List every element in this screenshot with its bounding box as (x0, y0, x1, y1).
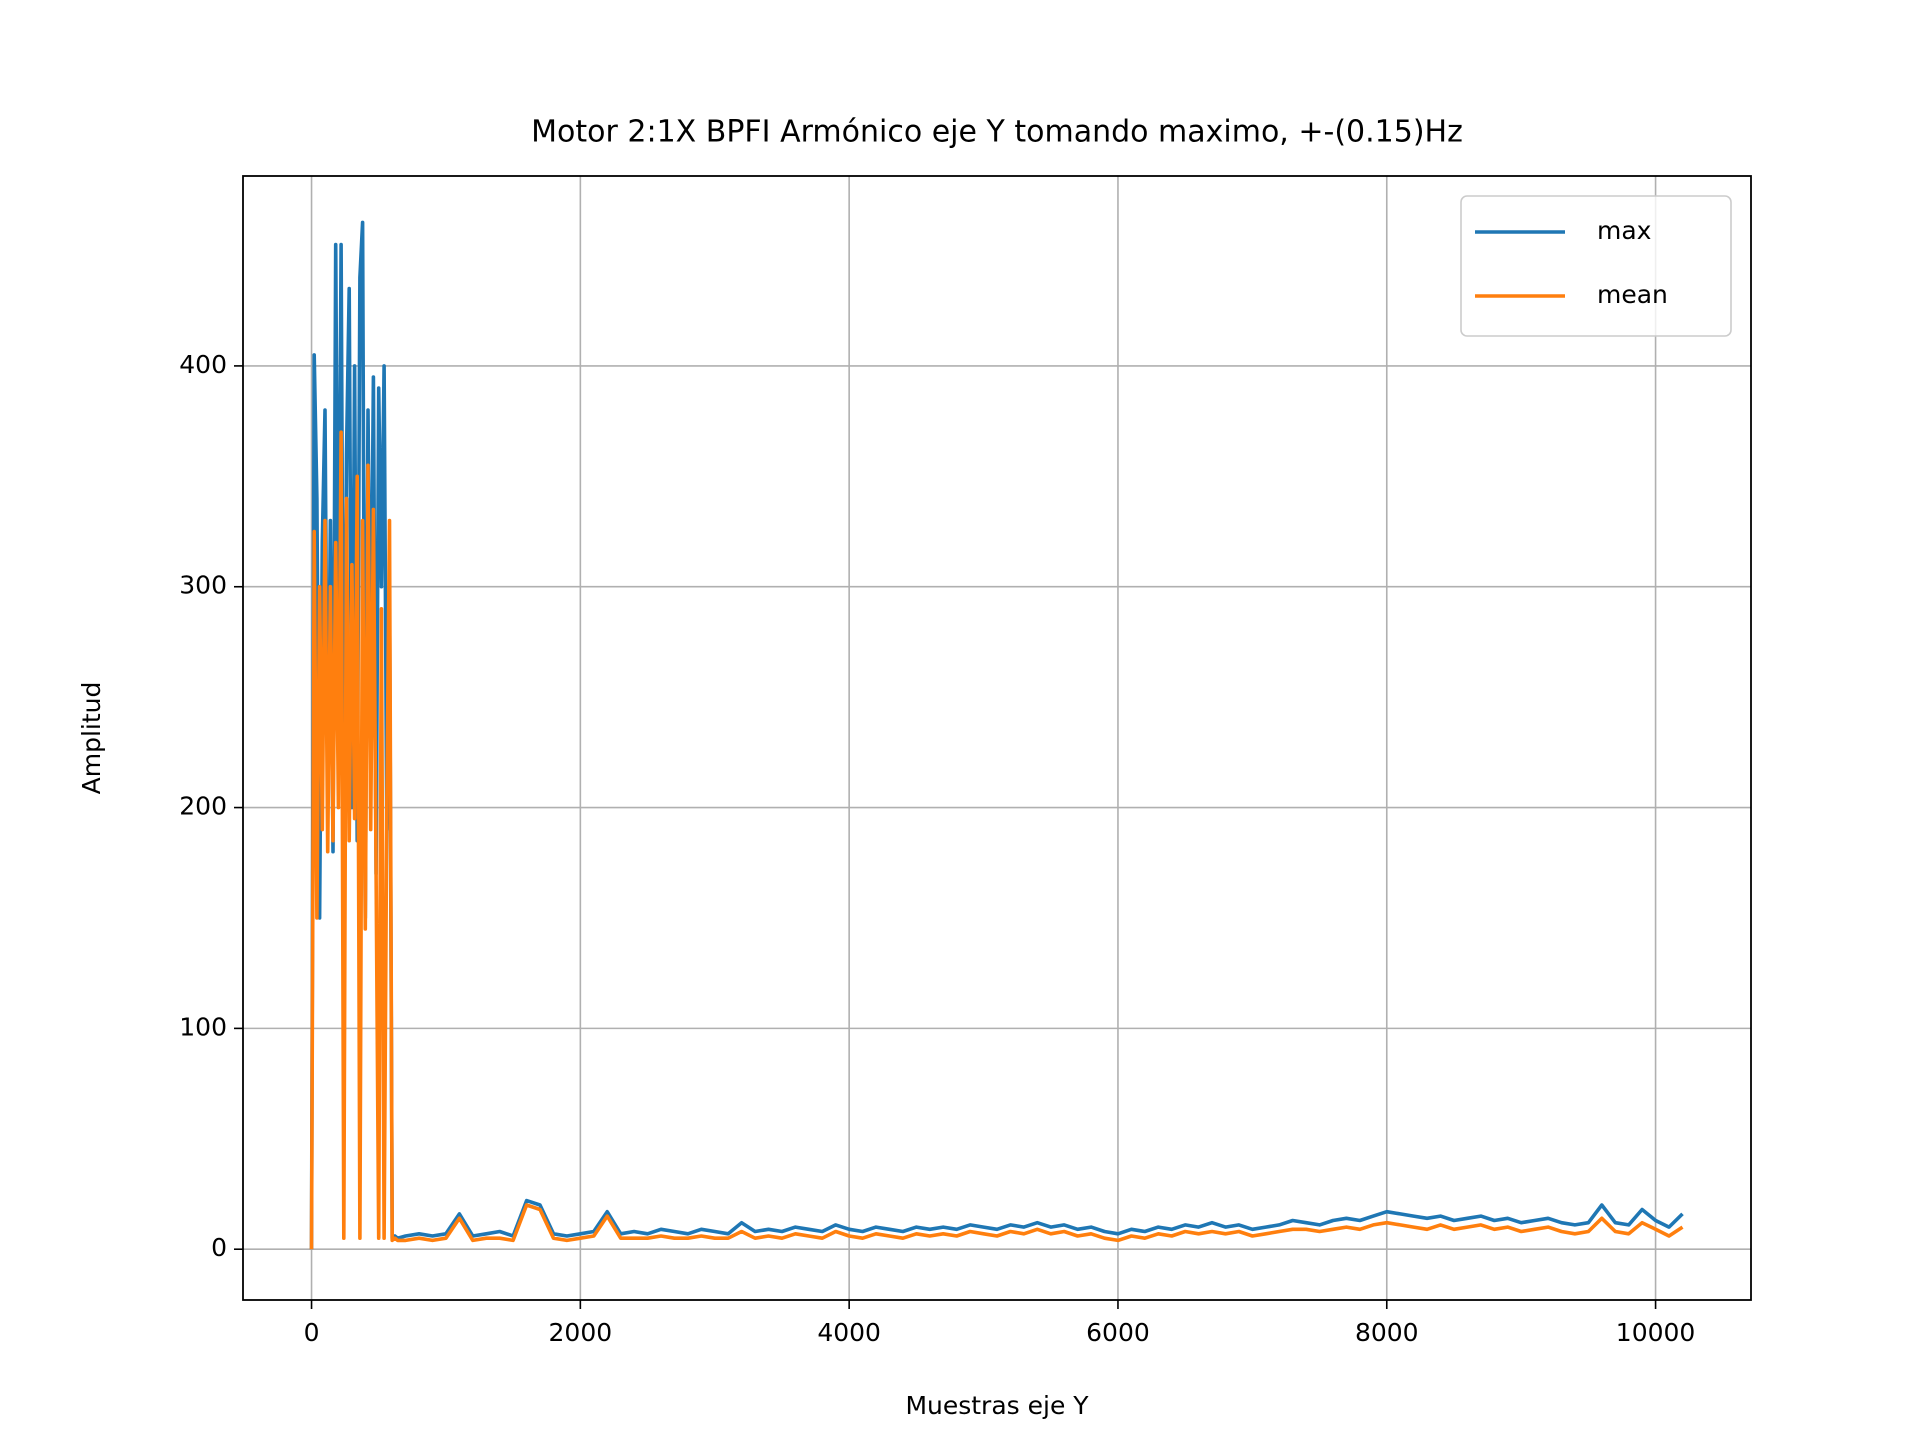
plot-frame (242, 175, 1752, 1301)
x-tick-label: 4000 (817, 1318, 881, 1347)
x-axis-label: Muestras eje Y (905, 1391, 1089, 1420)
x-tick-label: 10000 (1616, 1318, 1696, 1347)
legend-box (1460, 195, 1732, 337)
x-tick-label: 8000 (1355, 1318, 1419, 1347)
y-tick-label: 400 (179, 350, 227, 379)
y-tick-label: 200 (179, 792, 227, 821)
x-tick-label: 0 (304, 1318, 320, 1347)
y-tick-label: 300 (179, 571, 227, 600)
legend-label: mean (1597, 280, 1668, 309)
y-axis-label: Amplitud (77, 682, 106, 795)
y-tick-label: 100 (179, 1012, 227, 1041)
line-series (309, 220, 1684, 1250)
chart-title: Motor 2:1X BPFI Armónico eje Y tomando m… (531, 115, 1463, 150)
line-series (309, 430, 1684, 1250)
y-tick-label: 0 (211, 1233, 227, 1262)
x-tick-label: 2000 (549, 1318, 613, 1347)
legend-label: max (1597, 216, 1651, 245)
x-tick-label: 6000 (1086, 1318, 1150, 1347)
